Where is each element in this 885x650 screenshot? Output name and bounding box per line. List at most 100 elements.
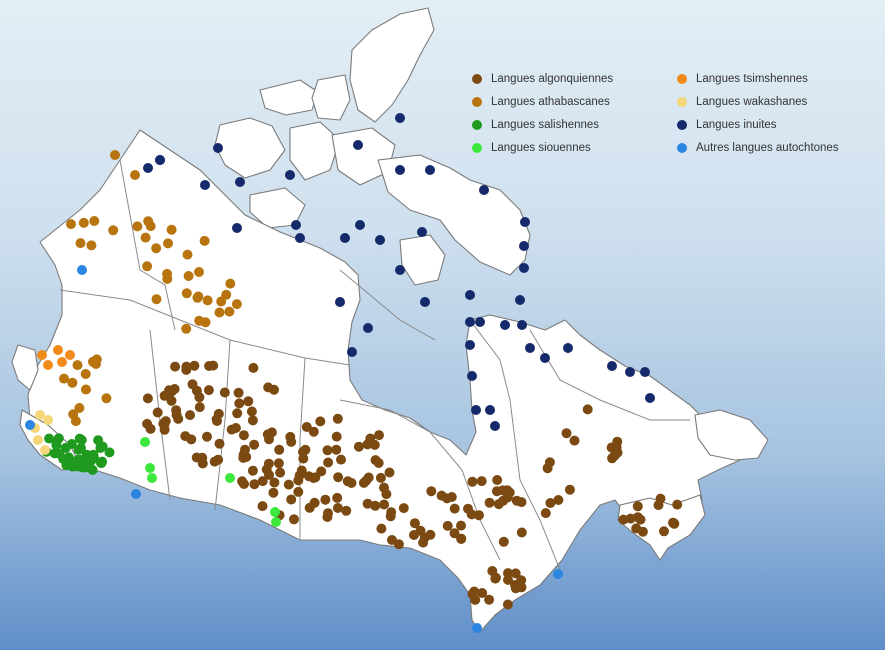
- map-marker: [308, 426, 319, 437]
- map-marker: [335, 297, 345, 307]
- map-marker: [409, 530, 419, 540]
- map-marker: [274, 444, 285, 455]
- map-marker: [97, 441, 108, 452]
- map-marker: [376, 523, 387, 534]
- map-marker: [582, 404, 593, 415]
- map-marker: [81, 449, 92, 460]
- map-marker: [166, 395, 177, 406]
- map-marker: [142, 393, 153, 404]
- map-marker: [59, 373, 69, 384]
- map-marker: [145, 463, 155, 473]
- map-marker: [33, 435, 43, 445]
- legend-label-athabaskan: Langues athabascanes: [491, 96, 610, 108]
- map-marker: [553, 569, 563, 579]
- map-marker: [164, 385, 175, 396]
- map-marker: [398, 503, 409, 514]
- map-marker: [181, 323, 192, 334]
- map-marker: [490, 572, 501, 583]
- map-marker: [385, 511, 396, 522]
- map-marker: [213, 408, 224, 419]
- map-marker: [257, 501, 268, 512]
- map-marker: [231, 299, 242, 310]
- map-marker: [323, 508, 333, 519]
- legend-label-wakashan: Langues wakashanes: [696, 96, 808, 108]
- map-marker: [370, 500, 381, 511]
- map-marker: [247, 465, 258, 476]
- map-marker: [655, 493, 666, 504]
- map-marker: [475, 317, 485, 327]
- map-marker: [151, 243, 162, 254]
- map-marker: [194, 315, 205, 326]
- map-marker: [110, 150, 120, 160]
- map-marker: [131, 489, 141, 499]
- map-marker: [266, 427, 277, 438]
- map-marker: [564, 484, 575, 495]
- map-marker: [140, 437, 150, 447]
- map-marker: [492, 475, 503, 485]
- map-marker: [332, 492, 343, 503]
- map-marker: [295, 233, 305, 243]
- map-marker: [425, 165, 435, 175]
- map-marker: [333, 472, 344, 483]
- map-marker: [484, 594, 495, 605]
- map-marker: [44, 433, 55, 444]
- map-marker: [155, 155, 165, 165]
- map-marker: [456, 520, 466, 531]
- map-marker: [490, 421, 500, 431]
- map-marker: [182, 249, 193, 260]
- map-marker: [516, 582, 527, 593]
- map-marker: [625, 367, 635, 377]
- map-marker: [162, 268, 173, 279]
- map-marker: [232, 223, 242, 233]
- map-marker: [465, 317, 475, 327]
- map-marker: [271, 517, 281, 527]
- map-marker: [640, 367, 650, 377]
- legend-item-salishan: Langues salishennes: [472, 116, 599, 134]
- map-marker: [363, 472, 374, 483]
- map-marker: [140, 232, 151, 243]
- map-marker: [474, 510, 484, 521]
- map-marker: [143, 216, 154, 227]
- map-marker: [248, 362, 259, 373]
- map-marker: [323, 457, 334, 468]
- map-marker: [43, 415, 53, 425]
- map-marker: [181, 361, 192, 372]
- map-marker: [606, 442, 617, 453]
- map-marker: [226, 424, 237, 435]
- map-marker: [553, 495, 564, 505]
- map-marker: [87, 465, 98, 475]
- map-marker: [53, 345, 63, 355]
- map-marker: [199, 235, 210, 246]
- map-marker: [631, 523, 642, 534]
- map-marker: [515, 295, 525, 305]
- map-marker: [503, 568, 513, 579]
- legend-swatch-wakashan: [677, 97, 687, 107]
- legend-label-inuit: Langues inuites: [696, 119, 777, 131]
- map-marker: [214, 438, 225, 449]
- map-marker: [185, 410, 195, 421]
- legend-item-algonquian: Langues algonquiennes: [472, 70, 613, 88]
- map-marker: [68, 409, 79, 420]
- map-marker: [374, 430, 384, 441]
- map-marker: [66, 219, 76, 230]
- map-marker: [379, 482, 389, 493]
- map-marker: [291, 220, 301, 230]
- map-marker: [257, 476, 268, 487]
- map-marker: [331, 444, 342, 455]
- map-marker: [668, 518, 679, 529]
- map-marker: [465, 290, 475, 300]
- map-marker: [261, 464, 272, 475]
- map-marker: [472, 623, 482, 633]
- map-marker: [283, 479, 294, 490]
- map-marker: [542, 463, 553, 474]
- map-marker: [142, 418, 153, 429]
- map-marker: [563, 343, 573, 353]
- map-marker: [189, 360, 200, 371]
- map-marker: [569, 435, 580, 446]
- map-marker: [375, 472, 386, 483]
- map-marker: [233, 387, 244, 398]
- map-marker: [81, 384, 91, 395]
- map-marker: [40, 445, 50, 455]
